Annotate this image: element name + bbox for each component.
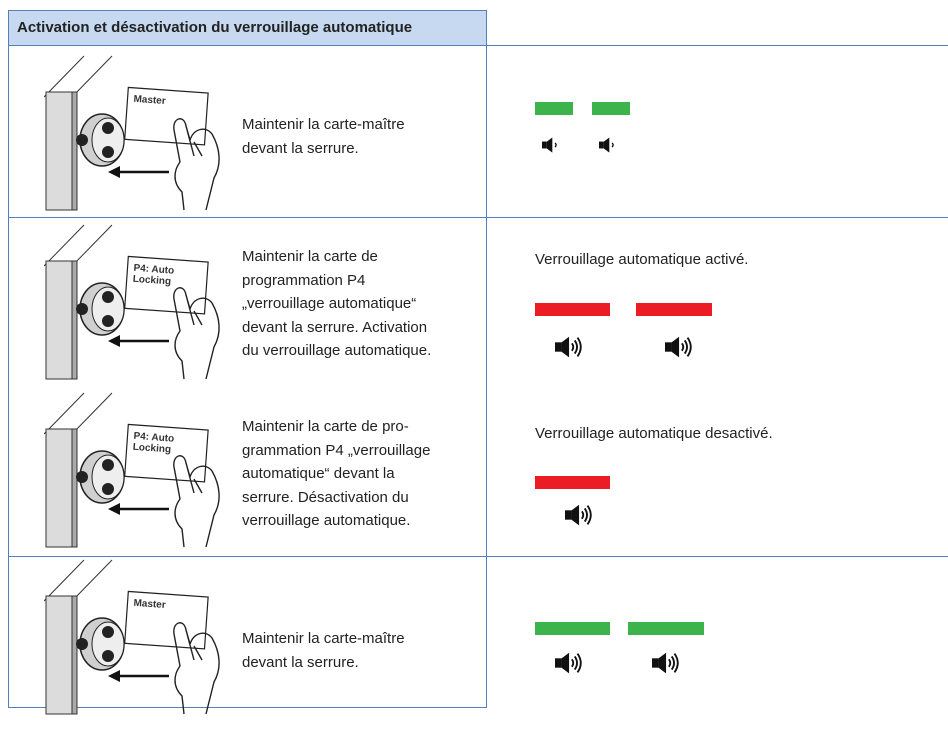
sound-wave bbox=[573, 339, 578, 355]
sound-wave bbox=[681, 342, 685, 352]
status-text: Verrouillage automatique activé. bbox=[535, 251, 749, 268]
beep-short bbox=[599, 134, 614, 156]
instruction-line: Maintenir la carte de bbox=[242, 248, 378, 265]
card-label: Locking bbox=[132, 274, 171, 288]
card-label: Locking bbox=[132, 442, 171, 456]
beep-long bbox=[565, 502, 592, 528]
instruction-line: programmation P4 bbox=[242, 271, 366, 289]
sound-wave bbox=[686, 337, 692, 357]
instruction-line: devant la serrure. Activation bbox=[242, 318, 428, 336]
speaker bbox=[665, 337, 679, 358]
instruction-line: grammation P4 „verrouillage bbox=[242, 441, 431, 459]
instruction-line: verrouillage automatique. bbox=[242, 512, 411, 529]
instruction-line: Maintenir la carte-maître bbox=[242, 630, 405, 647]
led-red bbox=[535, 303, 610, 316]
card-label: P4: Auto bbox=[133, 263, 174, 277]
border bbox=[8, 217, 948, 218]
border bbox=[8, 707, 486, 708]
instruction: Maintenir la carte de programmation P4 „ve… bbox=[242, 245, 431, 363]
beep-long bbox=[555, 334, 582, 360]
sound-wave bbox=[668, 658, 672, 668]
sound-wave bbox=[586, 505, 592, 525]
illustration: Master bbox=[44, 52, 229, 212]
instruction-line: devant la serrure. bbox=[242, 653, 359, 671]
instruction-line: „verrouillage automatique“ bbox=[242, 295, 417, 312]
instruction-line: automatique“ devant la bbox=[242, 465, 395, 482]
illustration: Master bbox=[44, 556, 229, 716]
sound-wave bbox=[670, 655, 675, 671]
header-title: Activation et désactivation du verrouill… bbox=[17, 19, 413, 36]
instruction-line: devant la serrure. bbox=[242, 139, 359, 157]
lock-drawing bbox=[44, 225, 219, 379]
beep-short bbox=[542, 134, 557, 156]
led-green bbox=[592, 102, 630, 115]
header-bg bbox=[8, 10, 486, 45]
led-red bbox=[636, 303, 712, 316]
card-label: P4: Auto bbox=[133, 431, 174, 445]
sound-wave bbox=[683, 339, 688, 355]
beep-long bbox=[652, 650, 679, 676]
lock-drawing bbox=[44, 56, 219, 210]
sound-wave bbox=[571, 342, 575, 352]
border bbox=[8, 45, 948, 46]
sound-wave bbox=[673, 653, 679, 673]
instruction: Maintenir la carte de pro-grammation P4 … bbox=[242, 415, 430, 533]
card-label: Master bbox=[133, 598, 166, 611]
instruction-line: du verrouillage automatique. bbox=[242, 342, 432, 359]
speaker bbox=[555, 337, 569, 358]
sound-wave bbox=[576, 653, 582, 673]
lock-drawing bbox=[44, 393, 219, 547]
sound-wave bbox=[583, 507, 588, 523]
instruction-line: serrure. Désactivation du bbox=[242, 488, 409, 506]
speaker bbox=[555, 653, 569, 674]
card-label: Master bbox=[133, 94, 166, 107]
speaker bbox=[652, 653, 666, 674]
border bbox=[486, 10, 487, 708]
sound-wave bbox=[581, 510, 585, 520]
led-green bbox=[535, 622, 610, 635]
sound-wave bbox=[571, 658, 575, 668]
status-text: Verrouillage automatique desactivé. bbox=[535, 425, 773, 442]
sound-wave bbox=[573, 655, 578, 671]
led-green bbox=[535, 102, 573, 115]
beep-long bbox=[555, 650, 582, 676]
sound-wave bbox=[576, 337, 582, 357]
instruction: Maintenir la carte-maître devant la serru… bbox=[242, 627, 405, 674]
instruction-line: Maintenir la carte-maître bbox=[242, 116, 405, 133]
border bbox=[8, 10, 486, 11]
instruction-line: Maintenir la carte de pro- bbox=[242, 418, 409, 435]
border bbox=[8, 556, 948, 557]
beep-long bbox=[665, 334, 692, 360]
border bbox=[8, 10, 9, 708]
instruction: Maintenir la carte-maître devant la serru… bbox=[242, 113, 405, 160]
lock-drawing bbox=[44, 560, 219, 714]
led-green bbox=[628, 622, 704, 635]
led-red bbox=[535, 476, 610, 489]
speaker bbox=[565, 505, 579, 526]
